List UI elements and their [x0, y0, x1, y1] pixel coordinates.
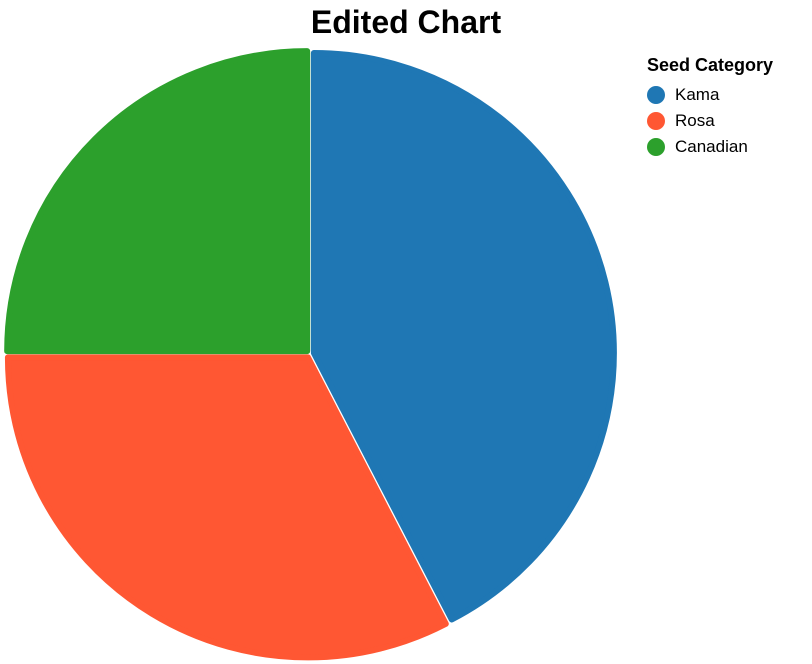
legend-swatch — [647, 112, 665, 130]
legend-label: Kama — [675, 85, 720, 104]
legend-item-rosa: Rosa — [647, 108, 773, 134]
legend-label: Canadian — [675, 137, 748, 156]
legend: Seed Category Kama Rosa Canadian — [647, 55, 773, 160]
legend-title: Seed Category — [647, 55, 774, 75]
pie-slice-kama — [310, 50, 617, 623]
legend-label: Rosa — [675, 111, 715, 130]
pie-slice-canadian — [4, 48, 311, 355]
legend-item-kama: Kama — [647, 82, 773, 108]
legend-swatch — [647, 138, 665, 156]
legend-swatch — [647, 86, 665, 104]
chart-title: Edited Chart — [310, 4, 502, 40]
legend-item-canadian: Canadian — [647, 134, 773, 160]
pie-slice-rosa — [4, 354, 449, 661]
